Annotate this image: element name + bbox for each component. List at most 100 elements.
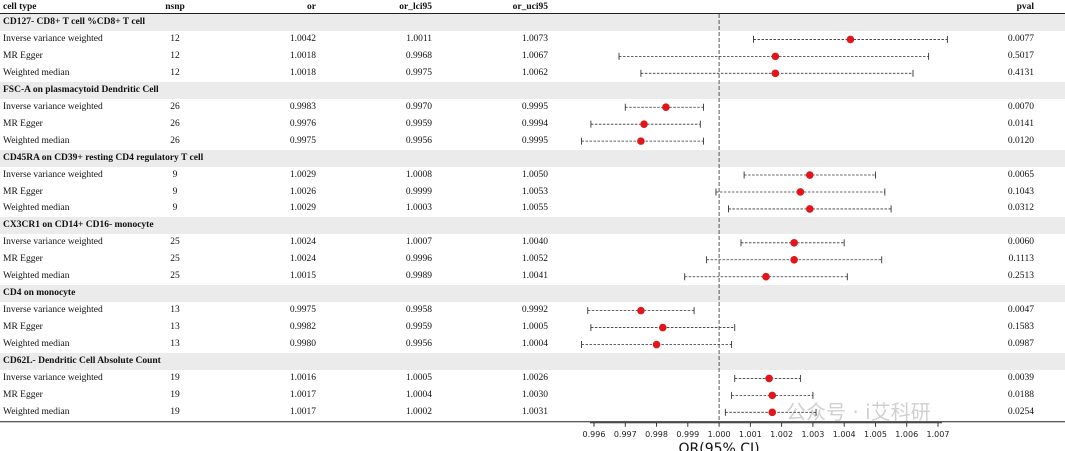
or-uci95-value: 1.0050: [521, 169, 548, 180]
pval-value: 0.0987: [1007, 339, 1034, 350]
method-label: Weighted median: [3, 406, 70, 417]
or-lci95-value: 1.0008: [405, 169, 432, 180]
group-title: CD4 on monocyte: [3, 288, 76, 299]
or-point: [846, 35, 855, 44]
table-row: MR Egger 26 0.9976 0.9959 0.9994 0.0141: [0, 116, 1065, 133]
x-tick-label: 1.000: [708, 430, 731, 439]
pval-value: 0.5017: [1007, 50, 1034, 61]
nsnp-value: 12: [170, 67, 180, 78]
or-point: [805, 205, 814, 213]
or-uci95-value: 1.0031: [521, 406, 548, 417]
or-value: 1.0029: [289, 169, 316, 180]
x-tick-label: 1.004: [833, 430, 856, 439]
or-lci95-value: 0.9959: [405, 322, 432, 333]
or-value: 1.0024: [289, 254, 316, 265]
or-point: [790, 255, 798, 264]
or-lci95-value: 1.0011: [406, 33, 432, 44]
or-uci95-value: 1.0004: [521, 339, 548, 350]
nsnp-value: 13: [170, 339, 180, 350]
x-tick-label: 1.005: [864, 430, 887, 439]
or-value: 0.9980: [289, 339, 316, 350]
nsnp-value: 19: [170, 389, 180, 400]
or-value: 0.9975: [289, 135, 316, 146]
pval-value: 0.0070: [1007, 101, 1034, 112]
or-point: [805, 171, 814, 179]
pval-value: 0.4131: [1007, 67, 1034, 78]
table-row: Weighted median 13 0.9980 0.9956 1.0004 0.098…: [0, 336, 1065, 353]
or-point: [637, 306, 645, 315]
or-value: 1.0017: [289, 389, 316, 400]
method-label: Weighted median: [3, 271, 70, 282]
group-title: FSC-A on plasmacytoid Dendritic Cell: [3, 84, 159, 95]
or-value: 1.0016: [289, 372, 316, 383]
group-header-row: FSC-A on plasmacytoid Dendritic Cell: [0, 81, 1065, 99]
pval-value: 0.0188: [1007, 389, 1034, 400]
or-point: [659, 323, 667, 332]
method-label: Inverse variance weighted: [3, 169, 103, 180]
group-title: CD45RA on CD39+ resting CD4 regulatory T…: [3, 152, 204, 163]
table-row: Weighted median 26 0.9975 0.9956 0.9995 0.012…: [0, 133, 1065, 150]
or-point: [652, 340, 661, 349]
nsnp-value: 13: [170, 305, 180, 316]
group-header-row: CD45RA on CD39+ resting CD4 regulatory T…: [0, 149, 1065, 167]
or-uci95-value: 1.0041: [521, 271, 548, 282]
nsnp-value: 9: [172, 203, 178, 214]
table-row: Weighted median 12 1.0018 0.9975 1.0062 0.413…: [0, 65, 1065, 82]
or-value: 1.0029: [289, 203, 316, 214]
table-row: Inverse variance weighted 26 0.9983 0.9970 0…: [0, 99, 1065, 116]
nsnp-value: 13: [170, 322, 180, 333]
table-row: MR Egger 12 1.0018 0.9968 1.0067 0.5017: [0, 48, 1065, 65]
method-label: Weighted median: [3, 339, 70, 350]
or-value: 1.0026: [289, 186, 316, 197]
or-point: [637, 137, 645, 145]
pval-value: 0.0120: [1007, 135, 1034, 146]
or-lci95-value: 0.9959: [405, 118, 432, 129]
method-label: MR Egger: [3, 118, 43, 129]
or-point: [762, 272, 770, 281]
method-label: Inverse variance weighted: [3, 33, 103, 44]
or-uci95-value: 0.9992: [521, 305, 548, 316]
nsnp-value: 25: [170, 237, 180, 248]
method-label: Inverse variance weighted: [3, 101, 103, 112]
nsnp-value: 12: [170, 33, 180, 44]
x-tick-label: 0.997: [614, 430, 637, 439]
nsnp-value: 12: [170, 50, 180, 61]
table-row: MR Egger 19 1.0017 1.0004 1.0030 0.0188: [0, 387, 1065, 404]
or-uci95-value: 1.0055: [521, 203, 548, 214]
table-row: Inverse variance weighted 25 1.0024 1.0007 1…: [0, 234, 1065, 251]
or-uci95-value: 1.0052: [521, 254, 548, 265]
header-or-uci95: or_uci95: [512, 2, 548, 12]
pval-value: 0.0039: [1007, 372, 1034, 383]
method-label: MR Egger: [3, 389, 43, 400]
method-label: Weighted median: [3, 135, 70, 146]
table-row: Inverse variance weighted 13 0.9975 0.9958 0…: [0, 302, 1065, 319]
nsnp-value: 9: [172, 169, 178, 180]
pval-value: 0.1113: [1008, 254, 1034, 265]
method-label: Inverse variance weighted: [3, 237, 103, 248]
or-uci95-value: 1.0030: [521, 389, 548, 400]
x-tick-label: 0.996: [583, 430, 606, 439]
or-lci95-value: 0.9989: [405, 271, 432, 282]
pval-value: 0.0060: [1007, 237, 1034, 248]
or-uci95-value: 0.9995: [521, 101, 548, 112]
table-row: MR Egger 13 0.9982 0.9959 1.0005 0.1583: [0, 319, 1065, 336]
group-title: CX3CR1 on CD14+ CD16- monocyte: [3, 220, 154, 231]
nsnp-value: 25: [170, 254, 180, 265]
or-lci95-value: 1.0007: [405, 237, 432, 248]
or-uci95-value: 1.0062: [521, 67, 548, 78]
or-uci95-value: 1.0005: [521, 322, 548, 333]
or-value: 1.0024: [289, 237, 316, 248]
pval-value: 0.0312: [1007, 203, 1034, 214]
nsnp-value: 19: [170, 372, 180, 383]
table-row: MR Egger 9 1.0026 0.9999 1.0053 0.1043: [0, 184, 1065, 201]
method-label: Weighted median: [3, 203, 70, 214]
pval-value: 0.0047: [1007, 305, 1034, 316]
or-point: [662, 103, 670, 112]
group-header-row: CD127- CD8+ T cell %CD8+ T cell: [0, 14, 1065, 31]
or-value: 1.0018: [289, 50, 316, 61]
or-value: 1.0018: [289, 67, 316, 78]
or-value: 0.9982: [289, 322, 316, 333]
nsnp-value: 25: [170, 271, 180, 282]
header-nsnp: nsnp: [165, 2, 185, 12]
